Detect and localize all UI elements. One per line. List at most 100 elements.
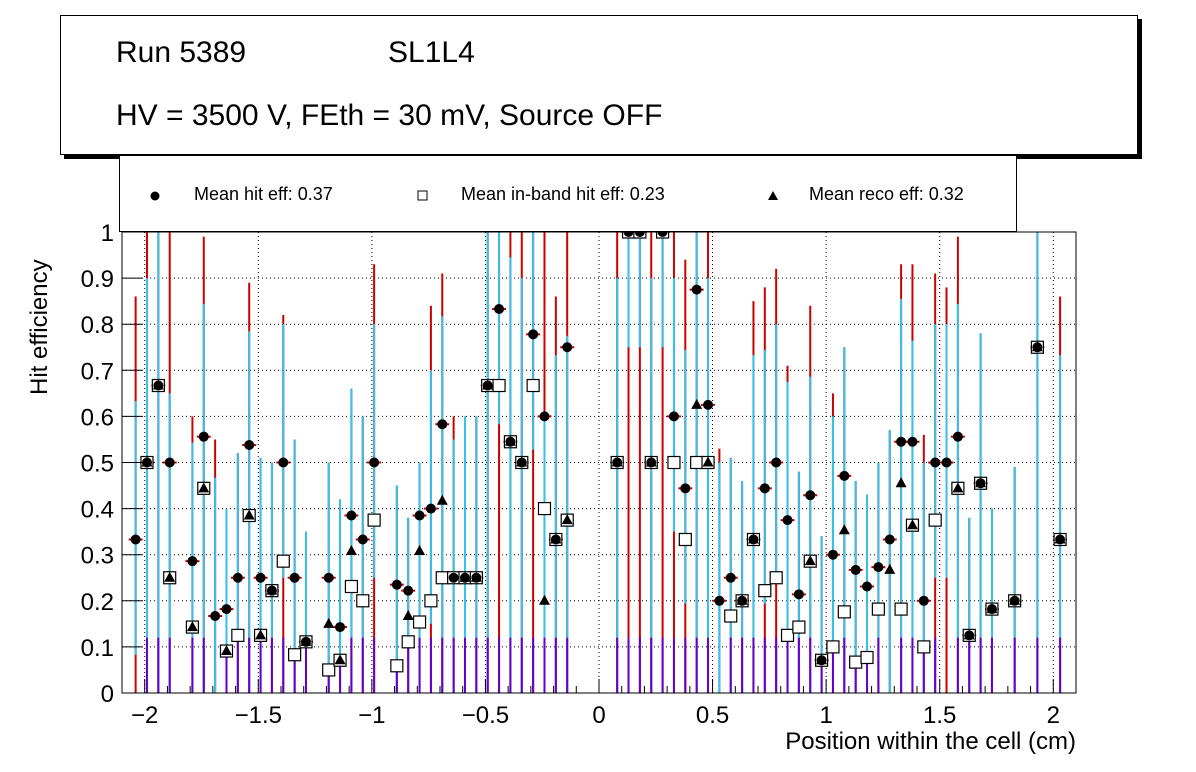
hit-point [562,342,573,353]
reco-point [141,456,153,467]
hit-point [244,439,255,450]
x-tick-label: 0 [592,702,605,729]
reco-point [414,545,426,556]
hit-point [703,399,714,410]
inband-point [288,648,302,662]
hit-point [873,562,884,573]
y-tick-label: 0.7 [81,358,114,385]
reco-point [895,477,907,488]
hit-point [862,581,873,592]
reco-point [470,571,482,582]
hit-point [714,595,725,606]
hit-point [221,604,232,615]
reco-point [691,398,703,409]
reco-point [436,494,448,505]
reco-point [152,379,164,390]
grid [122,232,1076,693]
inband-point [412,615,427,629]
reco-point [266,584,278,595]
hit-point [930,457,941,468]
reco-point [300,635,312,646]
inband-point [401,635,415,649]
inband-point [860,650,874,665]
inband-point [526,378,540,393]
hit-point [691,284,702,295]
hit-point [494,303,505,314]
reco-point [952,482,964,493]
hit-point [539,411,550,422]
hit-point [403,585,414,596]
legend-reco: Mean reco eff: 0.32 [809,184,964,204]
layer-label: SL1L4 [388,36,475,69]
inband-point [769,571,783,585]
hit-point [130,534,141,545]
hit-point [839,470,850,481]
legend-marker-circle-icon [150,191,160,201]
hit-point [414,510,425,521]
inband-point [849,655,863,669]
conditions-label: HV = 3500 V, FEth = 30 mV, Source OFF [116,99,663,132]
y-tick-label: 0.2 [81,589,114,616]
inband-point [344,579,359,594]
inband-point [894,602,908,616]
hit-point [680,483,691,494]
hit-point [941,457,952,468]
hit-point [391,579,402,590]
y-tick-label: 0.6 [81,404,114,431]
hit-point [725,572,736,583]
inband-point [367,513,381,527]
inband-point [780,628,795,642]
reco-point [516,456,528,467]
hit-point [369,457,380,468]
y-tick-label: 0 [101,681,114,708]
inband-point [322,663,336,677]
hit-point [850,564,861,575]
inband-point [837,605,851,619]
hit-point [255,572,266,583]
reco-point [884,563,896,574]
inband-point [678,532,692,547]
reco-point [220,645,232,656]
reco-point [906,519,918,530]
inband-point [435,571,449,585]
title-box: Run 5389 SL1L4 HV = 3500 V, FEth = 30 mV… [60,15,1138,155]
x-tick-label: 0.5 [696,702,729,729]
axes: −2 −1.5 −1 −0.5 0 0.5 1 1.5 2 0 0.1 0.2 0.3 0.4 0.5 0.6… [81,220,1077,729]
hit-point [210,611,221,622]
reco-point [747,533,759,544]
y-tick-label: 0.4 [81,497,114,524]
x-tick-label: 2 [1047,702,1060,729]
reco-point [198,482,210,493]
reco-point [1031,341,1043,352]
hit-point [346,510,357,521]
reco-point [645,456,657,467]
reco-point [482,379,494,390]
y-tick-label: 0.8 [81,312,114,339]
reco-point [1009,594,1021,605]
reco-point [538,594,550,605]
hit-point [198,431,209,442]
inband-point [667,455,681,470]
x-tick-label: 1.5 [923,702,956,729]
hit-point [771,457,782,468]
inband-point [758,584,772,598]
x-axis-label: Position within the cell (cm) [785,728,1076,755]
reco-point [345,545,357,556]
reco-point [838,524,850,535]
inband-point [792,620,806,634]
y-tick-label: 0.9 [81,266,114,293]
reco-point [611,456,623,467]
hit-point [448,572,459,583]
inband-point [537,502,552,516]
y-tick-label: 0.1 [81,635,114,662]
reco-point [736,594,748,605]
hit-point [827,549,838,560]
hit-point [335,622,346,633]
hit-point [357,534,368,545]
inband-point [690,455,704,470]
hit-point [759,483,770,494]
inband-point [928,513,942,527]
legend-marker-triangle-icon [768,191,778,200]
reco-point [963,629,975,640]
hit-point [805,490,816,501]
